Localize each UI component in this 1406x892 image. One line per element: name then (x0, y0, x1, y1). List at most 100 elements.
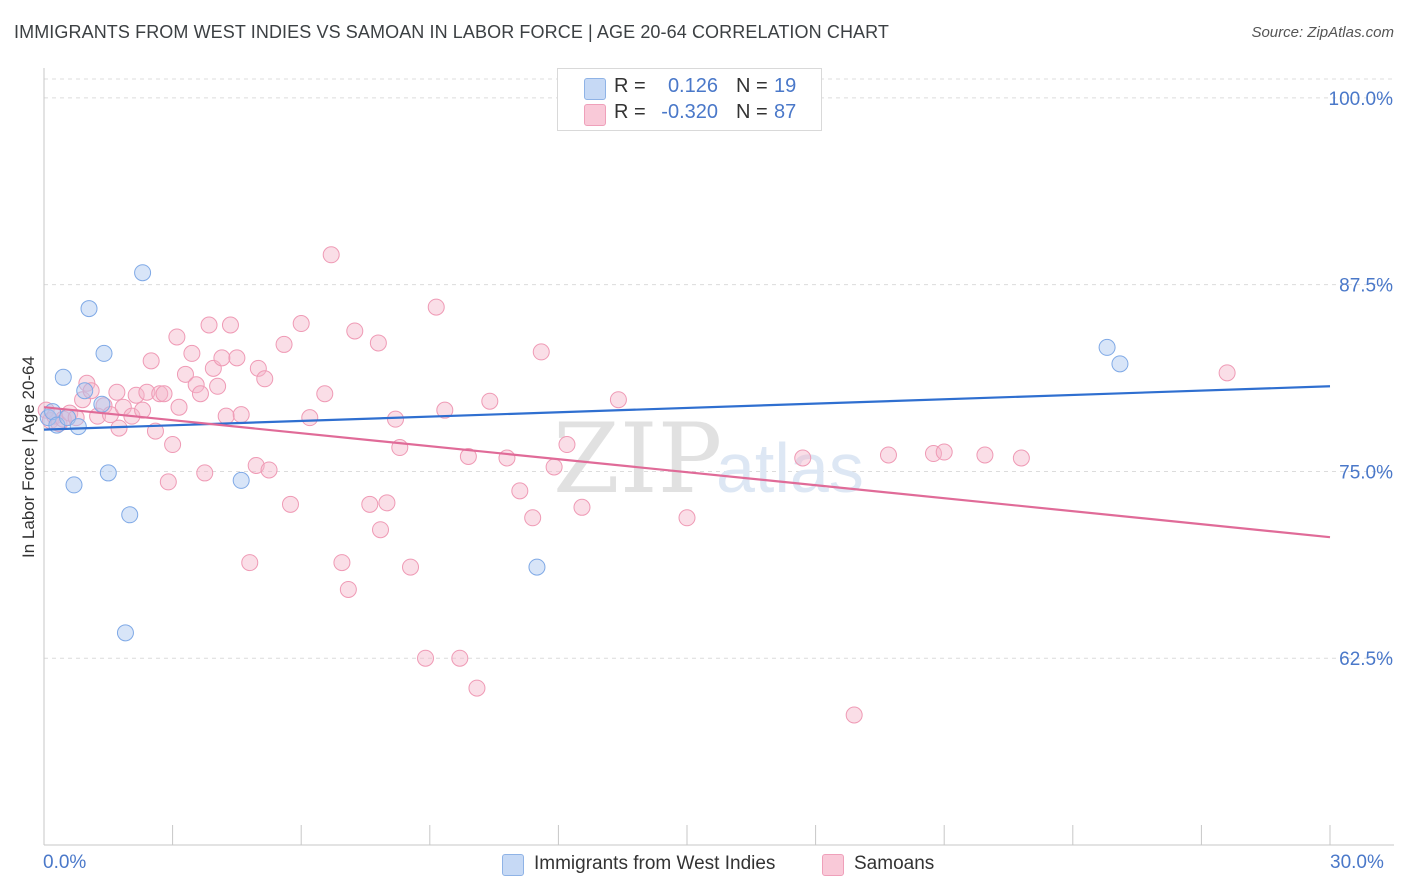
samoan-point (976, 446, 994, 464)
watermark-atlas: atlas (716, 429, 864, 507)
west-indies-point (39, 409, 57, 427)
samoan-point (108, 383, 126, 401)
samoan-point (127, 386, 145, 404)
samoan-point (322, 246, 340, 264)
samoan-point (151, 385, 169, 403)
samoan-point (176, 365, 194, 383)
samoan-point (372, 521, 390, 539)
legend-row-samoans: R = -0.320 N = 87 (558, 101, 821, 129)
samoan-point (249, 359, 267, 377)
samoan-point (333, 554, 351, 572)
samoan-point (794, 449, 812, 467)
samoan-point (924, 445, 942, 463)
samoan-point (468, 679, 486, 697)
samoan-point (232, 406, 250, 424)
n-label: N = (736, 101, 768, 123)
legend-swatch-samoans (822, 854, 844, 876)
samoan-point (532, 343, 550, 361)
samoan-point (545, 458, 563, 476)
west-indies-point (116, 624, 134, 642)
west-indies-point (80, 300, 98, 318)
samoan-point (845, 706, 863, 724)
samoan-point (260, 461, 278, 479)
legend-swatch-west-indies (502, 854, 524, 876)
r-value: -0.320 (661, 101, 718, 123)
samoan-point (361, 495, 379, 513)
samoan-point (609, 391, 627, 409)
samoan-point (346, 322, 364, 340)
samoan-point (451, 649, 469, 667)
west-indies-point (93, 395, 111, 413)
samoan-point (427, 298, 445, 316)
legend-row-west-indies: R = 0.126 N = 19 (558, 75, 821, 103)
chart-title: IMMIGRANTS FROM WEST INDIES VS SAMOAN IN… (14, 22, 890, 42)
west-indies-point (1111, 355, 1129, 373)
samoan-point (209, 377, 227, 395)
samoan-point (339, 580, 357, 598)
samoan-point (459, 448, 477, 465)
x-tick-label-min: 0.0% (43, 852, 87, 873)
samoan-point (228, 349, 246, 367)
trend-lines (43, 385, 1331, 539)
samoan-point (200, 316, 218, 334)
samoan-point (378, 494, 396, 512)
samoan-point (524, 509, 542, 527)
n-value: 87 (774, 101, 797, 123)
y-axis-label: In Labor Force | Age 20-64 (19, 356, 38, 558)
samoan-point (142, 352, 160, 370)
samoan-point (217, 407, 235, 425)
samoan-point (213, 349, 231, 367)
legend-swatch-west-indies (584, 78, 606, 100)
samoan-point (196, 464, 214, 482)
west-indies-point (65, 476, 83, 494)
gridlines (44, 78, 1394, 659)
n-value: 19 (774, 75, 797, 97)
samoan-point (187, 376, 205, 394)
samoan-point (281, 495, 299, 513)
samoan-point (138, 383, 156, 401)
samoan-point (417, 649, 435, 667)
samoan-point (879, 446, 897, 464)
samoan-point (1218, 364, 1236, 382)
x-tick-label-max: 30.0% (1330, 852, 1384, 873)
west-indies-trend-line (43, 385, 1331, 431)
samoan-point (573, 498, 591, 516)
correlation-legend: R = 0.126 N = 19 R = -0.320 N = 87 (557, 68, 822, 131)
samoan-point (164, 436, 182, 454)
r-label: R = (614, 75, 646, 97)
n-label: N = (736, 75, 768, 97)
watermark: ZIP atlas (553, 403, 864, 515)
west-indies-point (134, 264, 152, 282)
legend-label-samoans: Samoans (854, 853, 935, 874)
samoan-point (256, 370, 274, 388)
samoan-point (935, 443, 953, 461)
samoan-point (146, 422, 164, 440)
samoan-point (481, 392, 499, 410)
samoan-point (678, 509, 696, 527)
west-indies-point (99, 464, 117, 482)
samoan-point (436, 401, 454, 419)
samoan-point (241, 554, 259, 572)
samoan-point (183, 344, 201, 362)
west-indies-point (95, 344, 113, 362)
r-label: R = (614, 101, 646, 123)
series-legend: Immigrants from West Indies Samoans (0, 852, 1406, 878)
y-tick-label: 100.0% (1329, 89, 1394, 110)
west-indies-point (76, 382, 94, 400)
samoan-point (316, 385, 334, 403)
y-tick-labels: 100.0% 87.5% 75.0% 62.5% (1329, 89, 1394, 670)
watermark-zip: ZIP (553, 403, 722, 515)
samoan-point (82, 382, 100, 400)
samoan-point (221, 316, 239, 334)
legend-label-west-indies: Immigrants from West Indies (534, 853, 776, 874)
west-indies-point (121, 506, 139, 524)
r-value: 0.126 (667, 75, 718, 97)
west-indies-point (232, 471, 250, 489)
samoan-point (369, 334, 387, 352)
samoan-point (191, 385, 209, 403)
samoan-point (275, 335, 293, 353)
samoan-point (247, 456, 265, 474)
samoan-point (168, 328, 186, 346)
y-tick-label: 75.0% (1339, 462, 1393, 483)
